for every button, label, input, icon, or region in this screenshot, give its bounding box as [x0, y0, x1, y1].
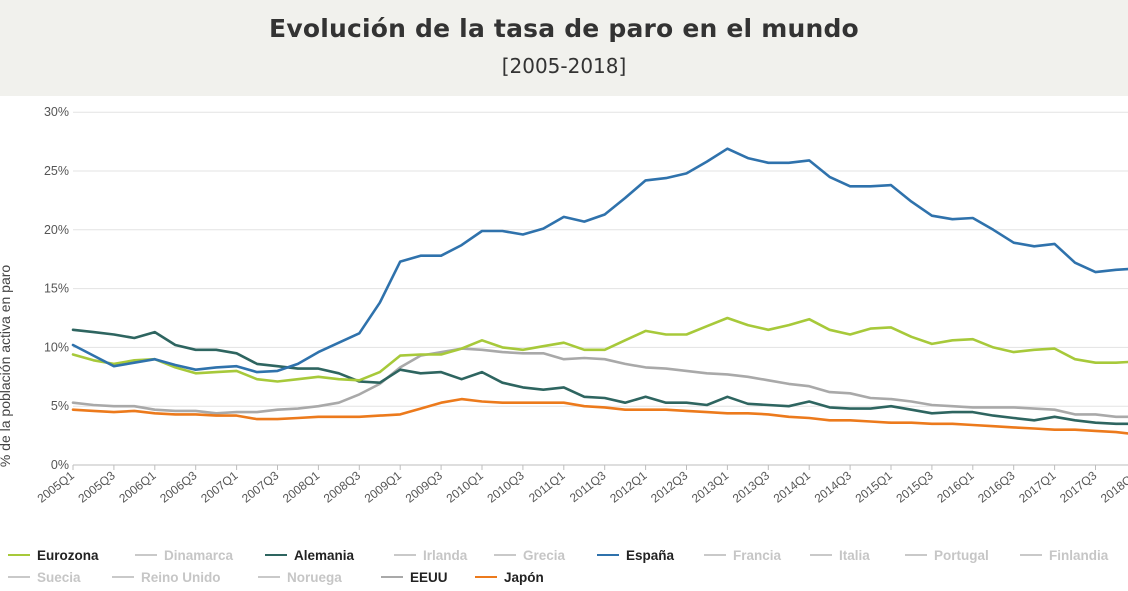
legend-label: Japón	[504, 569, 544, 585]
x-tick-label: 2016Q3	[975, 468, 1018, 506]
x-tick-label: 2008Q3	[321, 468, 364, 506]
legend-swatch	[597, 553, 619, 557]
legend-item-españa[interactable]: España	[597, 544, 674, 566]
legend-item-dinamarca[interactable]: Dinamarca	[135, 544, 233, 566]
y-tick-label: 20%	[44, 223, 69, 237]
x-tick-label: 2006Q1	[116, 468, 159, 506]
x-tick-label: 2005Q3	[75, 468, 118, 506]
x-tick-label: 2018Q1	[1098, 468, 1128, 506]
legend-item-finlandia[interactable]: Finlandia	[1020, 544, 1108, 566]
x-tick-label: 2010Q3	[484, 468, 527, 506]
legend-label: Reino Unido	[141, 569, 221, 585]
x-tick-label: 2017Q1	[1016, 468, 1059, 506]
legend-label: Grecia	[523, 547, 566, 563]
legend-row: Suecia Reino Unido Noruega EEUU Japón	[8, 566, 1128, 588]
x-tick-label: 2012Q1	[607, 468, 650, 506]
legend-item-grecia[interactable]: Grecia	[494, 544, 565, 566]
legend-label: Italia	[839, 547, 870, 563]
legend-item-portugal[interactable]: Portugal	[905, 544, 989, 566]
legend-label: Noruega	[287, 569, 342, 585]
series-line-españa	[71, 147, 1128, 374]
legend-swatch	[394, 553, 416, 557]
legend-item-noruega[interactable]: Noruega	[258, 566, 342, 588]
x-tick-label: 2006Q3	[157, 468, 200, 506]
x-tick-label: 2007Q1	[198, 468, 241, 506]
legend-swatch	[258, 575, 280, 579]
legend-label: Dinamarca	[164, 547, 234, 563]
legend-item-reino-unido[interactable]: Reino Unido	[112, 566, 221, 588]
legend-swatch	[810, 553, 832, 557]
x-tick-label: 2013Q3	[730, 468, 773, 506]
x-tick-label: 2011Q3	[567, 468, 609, 505]
x-tick-label: 2017Q3	[1057, 468, 1100, 506]
y-tick-label: 15%	[44, 282, 69, 296]
legend-swatch	[1020, 553, 1042, 557]
legend-item-irlanda[interactable]: Irlanda	[394, 544, 467, 566]
line-chart: % de la población activa en paro 0% 5% 10%…	[0, 105, 1128, 506]
legend-item-japón[interactable]: Japón	[475, 566, 544, 588]
legend-swatch	[905, 553, 927, 557]
legend-item-eurozona[interactable]: Eurozona	[8, 544, 99, 566]
x-tick-label: 2016Q1	[934, 468, 977, 506]
legend-swatch	[135, 553, 157, 557]
legend-swatch	[112, 575, 134, 579]
x-tick-label: 2009Q3	[403, 468, 446, 506]
x-tick-label: 2014Q3	[812, 468, 855, 506]
x-tick-label: 2013Q1	[689, 468, 732, 506]
x-tick-label: 2012Q3	[648, 468, 691, 506]
y-tick-label: 0%	[51, 458, 69, 472]
legend-label: España	[626, 547, 675, 563]
x-tick-label: 2015Q1	[853, 468, 896, 506]
legend-item-alemania[interactable]: Alemania	[265, 544, 354, 566]
legend-swatch	[381, 575, 403, 579]
y-tick-label: 25%	[44, 164, 69, 178]
y-tick-label: 5%	[51, 399, 69, 413]
legend-item-francia[interactable]: Francia	[704, 544, 781, 566]
x-tick-label: 2005Q1	[35, 468, 78, 506]
chart-subtitle: [2005-2018]	[501, 54, 627, 78]
y-tick-label: 10%	[44, 340, 69, 354]
legend-label: Francia	[733, 547, 782, 563]
y-axis-label: % de la población activa en paro	[0, 265, 13, 468]
legend-swatch	[704, 553, 726, 557]
x-tick-label: 2011Q1	[526, 468, 568, 505]
legend-swatch	[494, 553, 516, 557]
legend-swatch	[8, 553, 30, 557]
y-tick-label: 30%	[44, 105, 69, 119]
x-tick-label: 2009Q1	[362, 468, 405, 506]
legend-label: Irlanda	[423, 547, 468, 563]
series-line-eurozona	[71, 316, 1128, 383]
legend-swatch	[8, 575, 30, 579]
legend-item-italia[interactable]: Italia	[810, 544, 870, 566]
legend-label: Eurozona	[37, 547, 99, 563]
legend-item-eeuu[interactable]: EEUU	[381, 566, 448, 588]
legend-label: Alemania	[294, 547, 355, 563]
legend-label: Finlandia	[1049, 547, 1109, 563]
series-line-japón	[71, 397, 1128, 435]
chart-legend: Eurozona Dinamarca Alemania Irlanda Grecia Es…	[8, 544, 1128, 588]
legend-swatch	[265, 553, 287, 557]
x-tick-label: 2007Q3	[239, 468, 282, 506]
legend-label: EEUU	[410, 569, 448, 585]
x-tick-label: 2010Q1	[444, 468, 487, 506]
legend-label: Suecia	[37, 569, 81, 585]
legend-item-suecia[interactable]: Suecia	[8, 566, 81, 588]
chart-title: Evolución de la tasa de paro en el mundo	[269, 14, 859, 43]
series-line-eeuu	[71, 347, 1128, 419]
legend-swatch	[475, 575, 497, 579]
legend-label: Portugal	[934, 547, 989, 563]
series-line-alemania	[71, 328, 1128, 426]
chart-header: Evolución de la tasa de paro en el mundo…	[0, 0, 1128, 96]
legend-row: Eurozona Dinamarca Alemania Irlanda Grecia Es…	[8, 544, 1128, 566]
x-tick-label: 2008Q1	[280, 468, 323, 506]
x-tick-label: 2014Q1	[771, 468, 814, 506]
x-tick-label: 2015Q3	[893, 468, 936, 506]
